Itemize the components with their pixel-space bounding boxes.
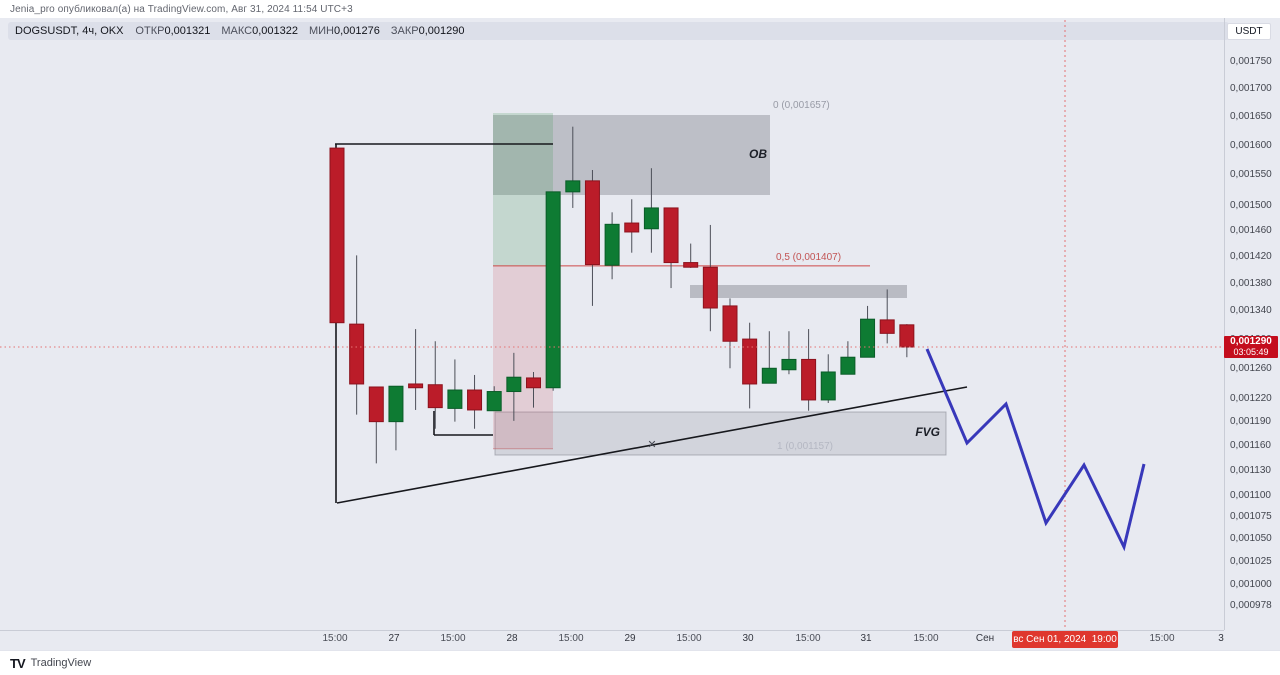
candle-body[interactable] [408,383,424,389]
candle-body[interactable] [702,266,718,309]
candle-body[interactable] [545,191,561,389]
projection-zigzag[interactable] [925,348,1146,552]
candle-body[interactable] [899,324,915,348]
time-tick-label: 15:00 [795,633,821,644]
candle-body[interactable] [683,262,699,268]
candle-body[interactable] [427,384,443,409]
time-tick-label: 31 [860,633,872,644]
last-price-badge: 0,001290 03:05:49 [1224,336,1278,359]
currency-toggle-button[interactable]: USDT [1227,23,1271,40]
fvg-box[interactable] [494,411,947,456]
time-scale-separator [0,630,1224,631]
time-tick-label: 3 [1218,633,1224,644]
candle-body[interactable] [761,367,777,384]
candle-body[interactable] [879,319,895,334]
ohlc-open: ОТКР0,001321 [135,25,210,37]
fib-upper-zone [493,113,553,266]
supply-zone-box[interactable] [690,285,907,298]
candle-body[interactable] [565,180,581,193]
low-label: МИН [308,25,334,37]
fib-level-0-label: 0 (0,001657) [773,100,830,112]
candle-body[interactable] [486,391,502,412]
time-scale[interactable]: 15:00 27 15:00 28 15:00 29 15:00 30 15:00 31 15:00… [0,633,1280,649]
price-scale-separator [1224,18,1225,630]
ohlc-high: МАКС0,001322 [221,25,298,37]
ohlc-low: МИН0,001276 [309,25,380,37]
candle-body[interactable] [643,207,659,230]
symbol-title: DOGSUSDT, 4ч, OKX [15,25,124,37]
fib-level-1-label: 1 (0,001157) [777,440,833,452]
time-tick-label: 15:00 [322,633,348,644]
fib-lower-zone [493,265,553,449]
candle-body[interactable] [781,358,797,371]
time-tick-label: 29 [624,633,636,644]
bar-countdown: 03:05:49 [1233,347,1269,358]
candle-body[interactable] [860,318,876,358]
high-label: МАКС [221,25,253,37]
candle-body[interactable] [722,305,738,342]
candle-body[interactable] [742,338,758,385]
candle-body[interactable] [368,386,384,423]
candle-body[interactable] [624,222,640,233]
time-tick-label: 15:00 [440,633,466,644]
candle-body[interactable] [820,371,836,401]
ohlc-header-bar: DOGSUSDT, 4ч, OKX ОТКР0,001321 МАКС0,001… [8,22,1229,40]
open-value: 0,001321 [164,25,211,37]
fvg-label: FVG [915,425,940,439]
time-tick-label: 15:00 [676,633,702,644]
time-tick-label: Сен [975,633,995,644]
candle-body[interactable] [447,389,463,409]
candle-body[interactable] [604,223,620,266]
time-tick-label: 30 [742,633,754,644]
order-block-label: OB [749,147,767,161]
candle-body[interactable] [840,356,856,375]
candle-body[interactable] [584,180,600,266]
attribution-text: Jenia_pro опубликовал(а) на TradingView.… [10,4,353,15]
candle-body[interactable] [467,389,483,411]
high-value: 0,001322 [252,25,298,37]
chart-background [0,18,1280,650]
low-value: 0,001276 [333,25,380,37]
candle-body[interactable] [388,385,404,423]
order-block-box[interactable] [493,115,770,195]
last-price-value: 0,001290 [1230,336,1272,348]
time-tick-label: 28 [506,633,518,644]
candle-body[interactable] [526,377,541,389]
candle-body[interactable] [801,358,817,401]
time-tick-label: 27 [388,633,400,644]
fib-level-05-label: 0,5 (0,001407) [776,251,842,263]
tradingview-logo-icon[interactable]: TV [10,655,26,671]
candle-body[interactable] [663,207,679,264]
trend-line[interactable] [336,386,968,504]
candle-body[interactable] [506,376,522,393]
candle-body[interactable] [329,147,345,324]
time-tick-label: 15:00 [1149,633,1175,644]
cross-marker: ✕ [647,439,656,451]
crosshair-date-badge: вс Сен 01, 2024 19:00 [1012,631,1118,648]
time-tick-label: 15:00 [913,633,939,644]
close-label: ЗАКР [390,25,419,37]
footer-bar: TV TradingView [0,650,1280,675]
candle-body[interactable] [349,323,365,385]
close-value: 0,001290 [418,25,465,37]
ohlc-close: ЗАКР0,001290 [391,25,465,37]
tradingview-brand-text[interactable]: TradingView [30,657,92,669]
time-tick-label: 15:00 [558,633,584,644]
open-label: ОТКР [135,25,165,37]
